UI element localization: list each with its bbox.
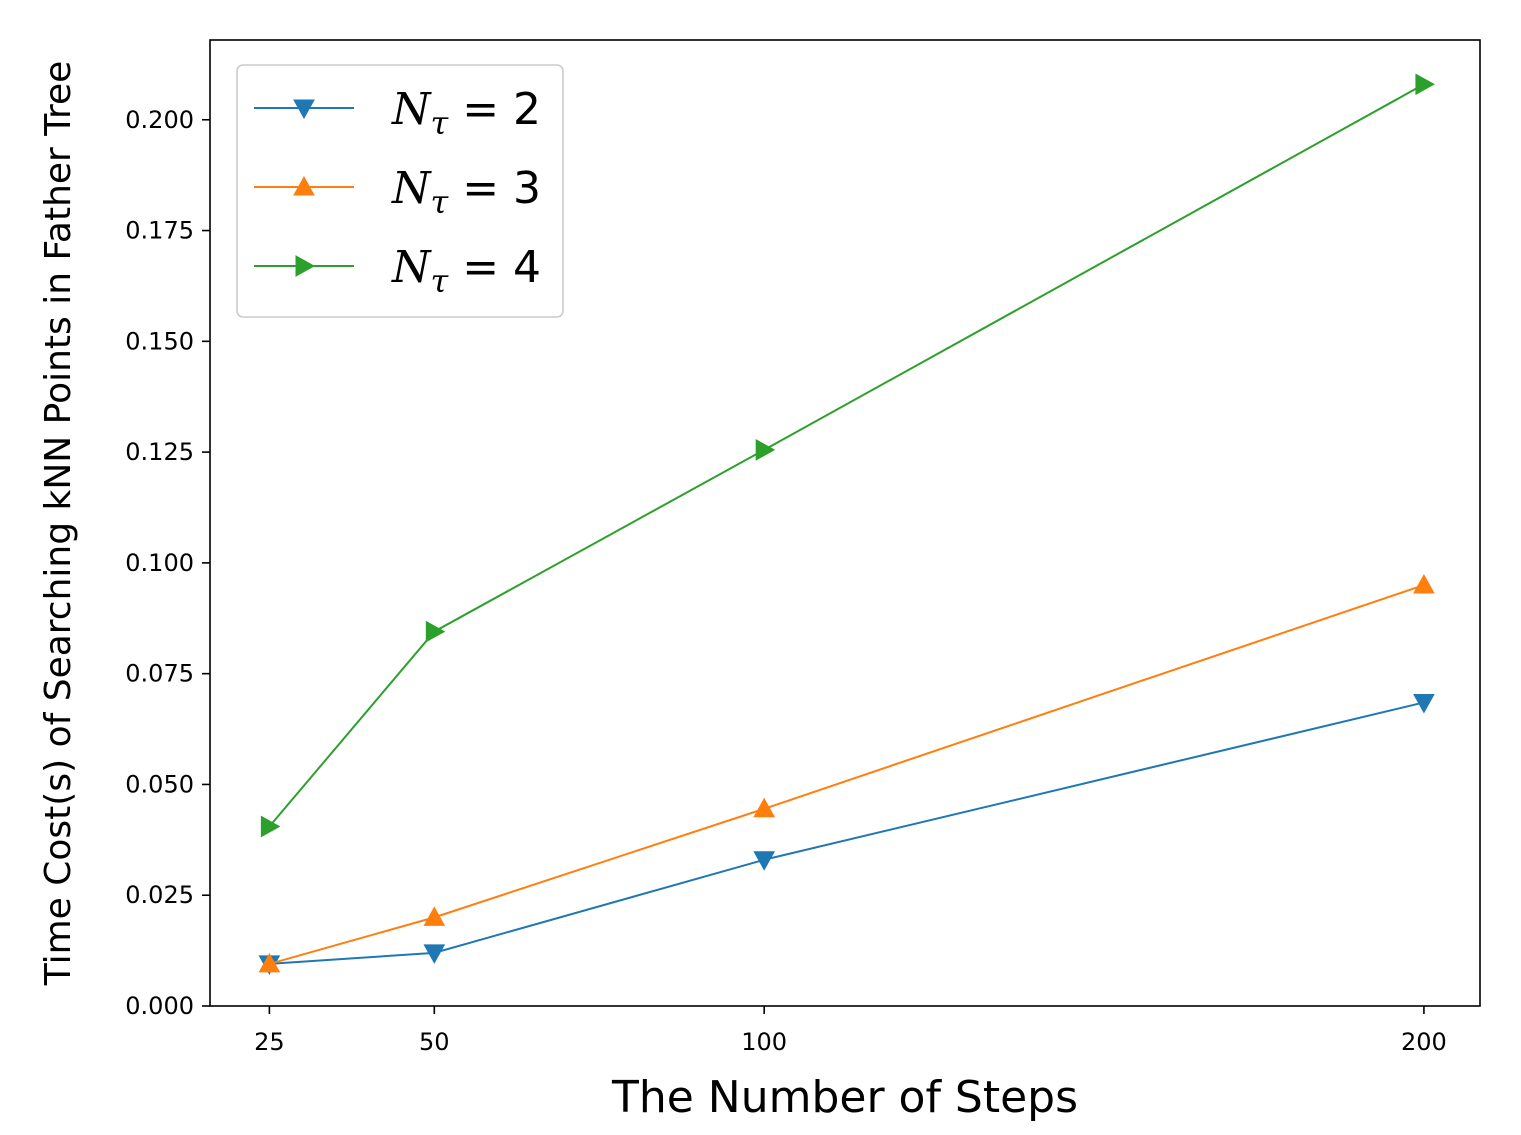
legend: Nτ = 2 Nτ = 3 Nτ = 4 — [236, 64, 564, 318]
series-3 — [260, 73, 1435, 838]
legend-label: Nτ = 3 — [391, 163, 541, 221]
legend-entry: Nτ = 2 — [254, 84, 541, 142]
legend-entry: Nτ = 3 — [254, 163, 541, 221]
data-point — [1413, 574, 1435, 594]
y-tick-label: 0.200 — [125, 106, 194, 134]
series-2 — [258, 574, 1435, 973]
legend-label: Nτ = 2 — [391, 84, 541, 142]
series-layer — [258, 73, 1435, 975]
legend-marker — [293, 175, 315, 196]
y-tick-label: 0.150 — [125, 327, 194, 355]
data-point — [260, 815, 281, 838]
y-tick-label: 0.100 — [125, 549, 194, 577]
y-tick-label: 0.000 — [125, 992, 194, 1020]
y-axis-title: Time Cost(s) of Searching kNN Points in … — [38, 61, 79, 987]
y-tick-label: 0.075 — [125, 660, 194, 688]
series-line — [268, 83, 1425, 828]
y-tick-label: 0.025 — [125, 881, 194, 909]
series-line — [269, 701, 1425, 965]
x-axis: 25 50 100 200 — [254, 1006, 1447, 1056]
y-tick-label: 0.175 — [125, 217, 194, 245]
legend-box — [236, 64, 564, 318]
data-point — [753, 797, 776, 818]
legend-marker — [295, 255, 316, 277]
data-point — [1413, 693, 1435, 714]
data-point — [755, 439, 776, 461]
y-axis: 0.000 0.025 0.050 0.075 0.100 0.125 0.150 0.175… — [125, 106, 210, 1020]
data-point — [423, 906, 446, 926]
y-tick-label: 0.125 — [125, 438, 194, 466]
legend-entry: Nτ = 4 — [254, 242, 541, 300]
y-tick-label: 0.050 — [125, 770, 194, 798]
legend-marker — [293, 99, 315, 120]
x-axis-title: The Number of Steps — [611, 1072, 1078, 1123]
data-point — [258, 952, 281, 973]
data-point — [753, 851, 776, 871]
data-point — [423, 944, 446, 964]
x-tick-label: 25 — [254, 1028, 285, 1056]
series-1 — [258, 693, 1435, 975]
data-point — [1415, 73, 1435, 96]
x-tick-label: 200 — [1401, 1028, 1447, 1056]
legend-label: Nτ = 4 — [391, 242, 541, 300]
series-line — [269, 584, 1425, 965]
x-tick-label: 100 — [741, 1028, 787, 1056]
data-point — [425, 620, 446, 643]
x-tick-label: 50 — [419, 1028, 450, 1056]
